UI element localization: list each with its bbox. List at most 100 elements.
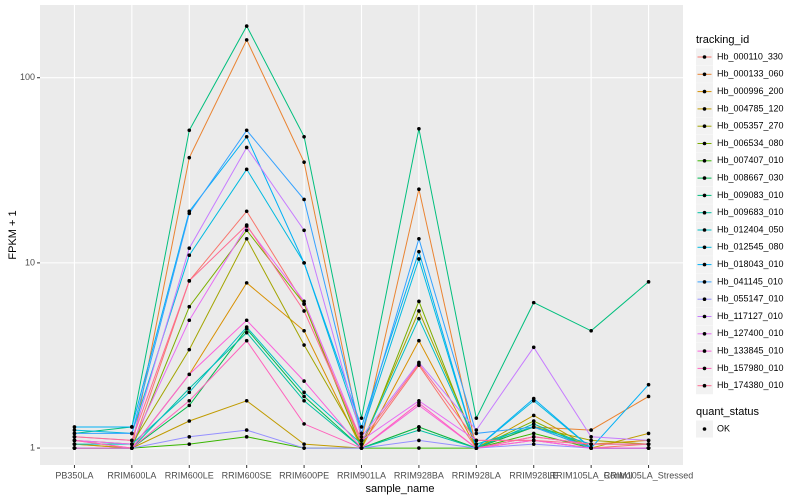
- legend-label: Hb_005357_270: [717, 121, 784, 131]
- data-point: [187, 419, 192, 423]
- data-point: [130, 425, 134, 429]
- legend-point: [702, 89, 707, 94]
- data-point: [474, 438, 479, 443]
- legend-point: [702, 124, 707, 128]
- legend-point: [702, 55, 707, 59]
- data-point: [302, 160, 306, 164]
- data-point: [531, 425, 536, 429]
- data-point: [359, 416, 364, 420]
- data-point: [474, 416, 479, 420]
- data-point: [244, 24, 249, 28]
- data-point: [72, 446, 77, 450]
- data-point: [244, 428, 249, 432]
- x-tick-label: RRIM928LE: [509, 470, 558, 480]
- legend-point: [702, 383, 707, 388]
- data-point: [531, 419, 536, 423]
- data-point: [130, 431, 134, 436]
- data-point: [187, 304, 192, 309]
- data-point: [646, 442, 651, 446]
- legend-point: [702, 427, 707, 431]
- legend-point: [702, 159, 707, 163]
- legend-label: Hb_157980_010: [717, 363, 784, 373]
- data-point: [244, 167, 249, 172]
- legend-label: Hb_133845_010: [717, 345, 784, 355]
- data-point: [130, 442, 134, 446]
- data-point: [244, 38, 249, 42]
- data-point: [589, 328, 593, 333]
- data-point: [302, 398, 306, 403]
- data-point: [589, 428, 593, 432]
- data-point: [187, 398, 192, 403]
- legend-title: tracking_id: [696, 34, 749, 46]
- data-point: [130, 438, 134, 443]
- data-point: [187, 386, 192, 391]
- data-point: [474, 442, 479, 446]
- data-point: [646, 280, 651, 284]
- data-point: [417, 446, 421, 450]
- legend-point: [702, 210, 707, 215]
- data-point: [187, 253, 192, 258]
- legend-point: [702, 228, 707, 232]
- data-point: [187, 372, 192, 377]
- data-point: [531, 300, 536, 305]
- legend-point: [702, 332, 707, 336]
- legend-label: Hb_000996_200: [717, 86, 784, 96]
- legend-label: Hb_117127_010: [717, 311, 783, 321]
- data-point: [302, 228, 306, 233]
- x-tick-label: RRIM600PE: [279, 470, 329, 480]
- legend-label: Hb_174380_010: [717, 380, 784, 390]
- data-point: [302, 343, 306, 347]
- legend-point: [702, 72, 707, 77]
- data-point: [417, 425, 421, 429]
- x-tick-label: RRIM901LA: [337, 470, 386, 480]
- data-point: [417, 236, 421, 241]
- legend-point: [702, 280, 707, 284]
- legend-label: Hb_009083_010: [717, 190, 784, 200]
- data-point: [531, 345, 536, 350]
- data-point: [359, 446, 364, 450]
- data-point: [417, 187, 421, 191]
- x-axis-label: sample_name: [365, 483, 434, 495]
- x-tick-label: RRIM600SE: [222, 470, 272, 480]
- legend-label: Hb_018043_010: [717, 259, 784, 269]
- data-point: [417, 438, 421, 443]
- data-point: [187, 246, 192, 251]
- x-tick-label: RRIM105LA_Control: [550, 470, 633, 480]
- data-point: [302, 309, 306, 313]
- legend-label: Hb_007407_010: [717, 155, 784, 165]
- data-point: [359, 442, 364, 446]
- data-point: [646, 438, 651, 443]
- legend-label: Hb_006534_080: [717, 138, 784, 148]
- legend-point: [702, 314, 707, 319]
- data-point: [417, 362, 421, 366]
- data-point: [72, 438, 77, 443]
- x-tick-label: RRIM928LA: [452, 470, 501, 480]
- data-point: [531, 438, 536, 443]
- data-point: [589, 438, 593, 443]
- data-point: [244, 330, 249, 335]
- legend-point: [702, 107, 707, 111]
- data-point: [646, 394, 651, 399]
- legend-label: Hb_009683_010: [717, 207, 784, 217]
- data-point: [244, 318, 249, 323]
- data-point: [302, 446, 306, 450]
- data-point: [359, 438, 364, 443]
- legend-point: [702, 349, 707, 353]
- x-tick-label: PB350LA: [55, 470, 93, 480]
- data-point: [474, 446, 479, 450]
- data-point: [589, 446, 593, 450]
- data-point: [187, 318, 192, 323]
- legend-label: Hb_000110_330: [717, 51, 783, 61]
- data-point: [187, 403, 192, 408]
- data-point: [244, 128, 249, 133]
- legend-label: Hb_012404_050: [717, 224, 784, 234]
- data-point: [244, 145, 249, 150]
- x-tick-label: RRIM600LA: [107, 470, 156, 480]
- data-point: [72, 435, 77, 439]
- data-point: [417, 401, 421, 405]
- data-point: [187, 279, 192, 283]
- data-point: [417, 126, 421, 131]
- data-point: [302, 394, 306, 399]
- data-point: [417, 249, 421, 254]
- data-point: [244, 325, 249, 329]
